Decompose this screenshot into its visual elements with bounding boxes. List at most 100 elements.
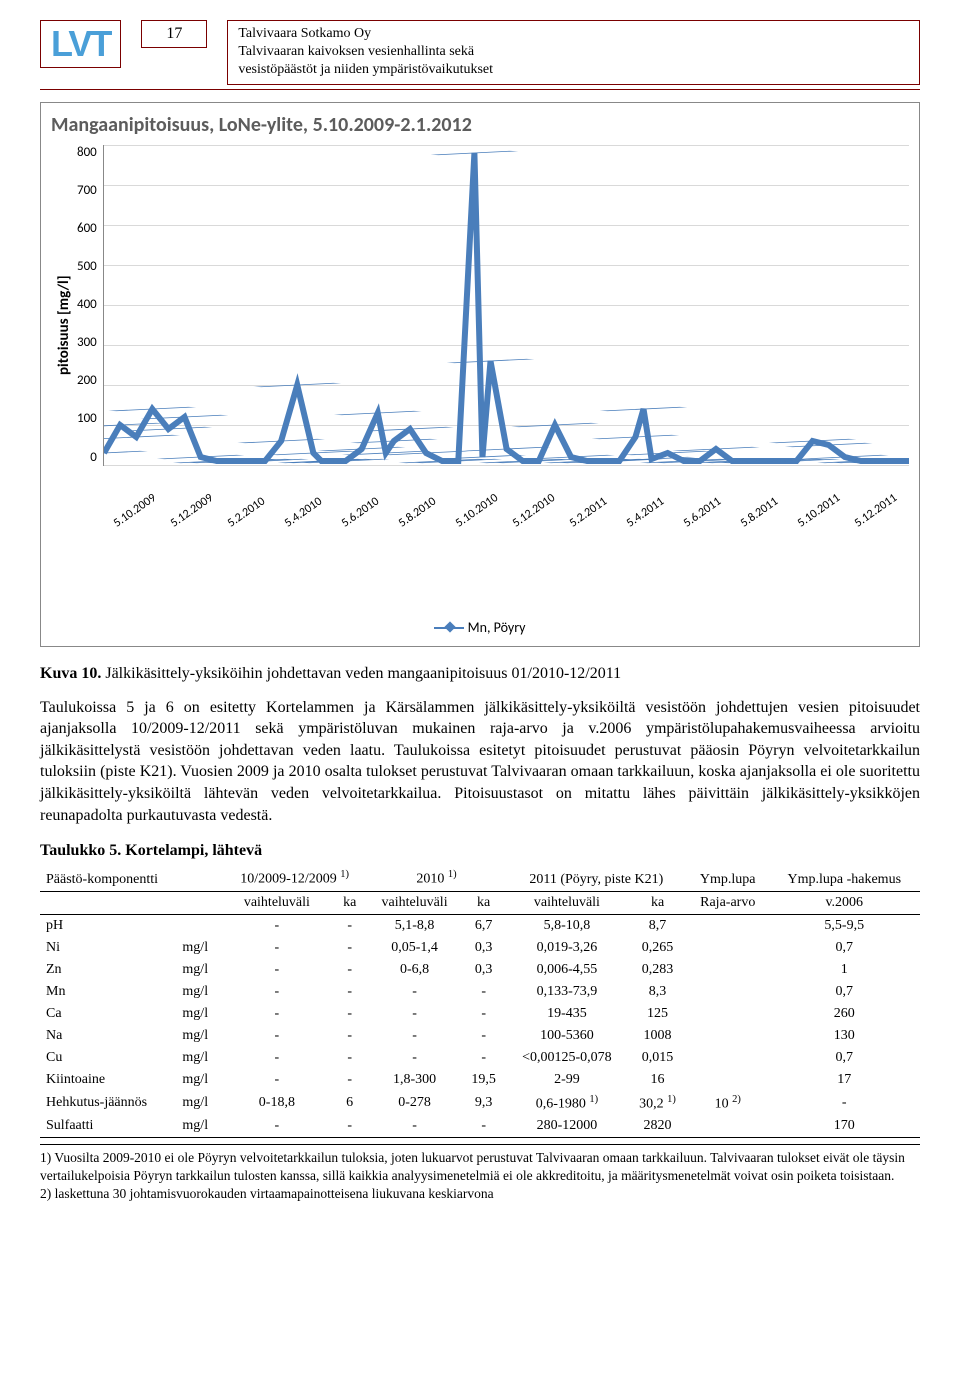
th-k3: ka — [628, 891, 687, 914]
table-cell: - — [462, 1115, 506, 1138]
table-cell: 0,265 — [628, 937, 687, 959]
table-row: Namg/l----100-53601008130 — [40, 1025, 920, 1047]
table-row: Znmg/l--0-6,80,30,006-4,550,2831 — [40, 959, 920, 981]
x-ticks: 5.10.20095.12.20095.2.20105.4.20105.6.20… — [111, 509, 909, 559]
table-row: Camg/l----19-435125260 — [40, 1003, 920, 1025]
th-2010-sup: 1) — [448, 869, 457, 880]
table-cell: 0,7 — [769, 1047, 921, 1069]
table-cell — [687, 959, 769, 981]
chart-container: Mangaanipitoisuus, LoNe-ylite, 5.10.2009… — [40, 102, 920, 647]
table-cell: mg/l — [176, 937, 221, 959]
table-cell: Sulfaatti — [40, 1115, 176, 1138]
th-k2: ka — [462, 891, 506, 914]
table-footnotes: 1) Vuosilta 2009-2010 ei ole Pöyryn velv… — [40, 1144, 920, 1202]
table-cell: Hehkutus-jäännös — [40, 1091, 176, 1116]
th-2010-label: 2010 — [416, 872, 448, 887]
table-cell: mg/l — [176, 1047, 221, 1069]
table-cell — [687, 1047, 769, 1069]
table-cell: 9,3 — [462, 1091, 506, 1116]
header-line3: vesistöpäästöt ja niiden ympäristövaikut… — [238, 61, 909, 79]
table-cell: - — [462, 1003, 506, 1025]
th-component: Päästö-komponentti — [40, 866, 222, 891]
table-cell: 170 — [769, 1115, 921, 1138]
table-cell: - — [367, 1003, 461, 1025]
table-cell: 0,3 — [462, 937, 506, 959]
table-cell: 0-278 — [367, 1091, 461, 1116]
table-cell — [687, 1115, 769, 1138]
table-cell: mg/l — [176, 959, 221, 981]
table-cell — [687, 914, 769, 937]
table-cell: - — [462, 1047, 506, 1069]
table-cell: 0,133-73,9 — [506, 981, 629, 1003]
table-cell: 0,019-3,26 — [506, 937, 629, 959]
table-cell: 0-18,8 — [222, 1091, 332, 1116]
table-cell: 0,283 — [628, 959, 687, 981]
th-2010: 2010 1) — [367, 866, 505, 891]
table-cell: - — [222, 1025, 332, 1047]
figure-caption: Kuva 10. Jälkikäsittely-yksiköihin johde… — [40, 665, 920, 683]
th-hak: v.2006 — [769, 891, 921, 914]
table-cell: 0,3 — [462, 959, 506, 981]
page-number: 17 — [141, 20, 207, 48]
y-tick: 400 — [77, 297, 97, 312]
table-cell — [687, 1025, 769, 1047]
y-tick: 300 — [77, 335, 97, 350]
table-cell — [687, 981, 769, 1003]
chart-plot: pitoisuus [mg/l] 80070060050040030020010… — [51, 145, 909, 505]
table-cell: - — [332, 1047, 368, 1069]
caption-number: Kuva 10. — [40, 665, 101, 682]
table-cell: mg/l — [176, 1091, 221, 1116]
table-cell: 6,7 — [462, 914, 506, 937]
line-series — [104, 153, 909, 461]
table-cell: 1008 — [628, 1025, 687, 1047]
th-r2: vaihteluväli — [367, 891, 461, 914]
table-cell: - — [332, 914, 368, 937]
table-cell: 0,7 — [769, 981, 921, 1003]
logo-box: LVT — [40, 20, 121, 68]
table-cell: - — [769, 1091, 921, 1116]
table-cell: - — [222, 1047, 332, 1069]
line-svg — [104, 145, 909, 465]
th-r3: vaihteluväli — [506, 891, 629, 914]
table-cell: - — [332, 1003, 368, 1025]
caption-text: Jälkikäsittely-yksiköihin johdettavan ve… — [105, 665, 621, 682]
table-cell: 125 — [628, 1003, 687, 1025]
table-row: Cumg/l----<0,00125-0,0780,0150,7 — [40, 1047, 920, 1069]
table-row: Hehkutus-jäännösmg/l0-18,860-2789,30,6-1… — [40, 1091, 920, 1116]
table-cell: - — [222, 937, 332, 959]
table-cell: Na — [40, 1025, 176, 1047]
table-row: pH--5,1-8,86,75,8-10,88,75,5-9,5 — [40, 914, 920, 937]
table-cell: mg/l — [176, 1115, 221, 1138]
table-cell — [176, 914, 221, 937]
table-cell: 16 — [628, 1069, 687, 1091]
table-cell: - — [222, 1069, 332, 1091]
table-cell: Cu — [40, 1047, 176, 1069]
table-cell: - — [332, 981, 368, 1003]
y-ticks: 8007006005004003002001000 — [77, 145, 103, 465]
data-table: Päästö-komponentti 10/2009-12/2009 1) 20… — [40, 866, 920, 1138]
table-cell: 0,05-1,4 — [367, 937, 461, 959]
y-tick: 200 — [77, 373, 97, 388]
y-tick: 800 — [77, 145, 97, 160]
table-cell — [687, 1003, 769, 1025]
th-hakemus: Ymp.lupa -hakemus — [769, 866, 921, 891]
table-cell: 1,8-300 — [367, 1069, 461, 1091]
table-cell: - — [462, 981, 506, 1003]
table-row: Mnmg/l----0,133-73,98,30,7 — [40, 981, 920, 1003]
table-row: Nimg/l--0,05-1,40,30,019-3,260,2650,7 — [40, 937, 920, 959]
table-cell: 2-99 — [506, 1069, 629, 1091]
table-cell: mg/l — [176, 1025, 221, 1047]
table-cell: - — [222, 914, 332, 937]
table-cell: 5,8-10,8 — [506, 914, 629, 937]
table-cell: 19,5 — [462, 1069, 506, 1091]
table-cell: 5,5-9,5 — [769, 914, 921, 937]
table-cell: Kiintoaine — [40, 1069, 176, 1091]
data-marker — [104, 422, 164, 426]
table-cell: - — [222, 1003, 332, 1025]
table-cell: 30,2 1) — [628, 1091, 687, 1116]
table-cell: 2820 — [628, 1115, 687, 1138]
table-cell: - — [367, 1115, 461, 1138]
table-cell: pH — [40, 914, 176, 937]
table-cell: - — [367, 1025, 461, 1047]
table-cell: 1 — [769, 959, 921, 981]
